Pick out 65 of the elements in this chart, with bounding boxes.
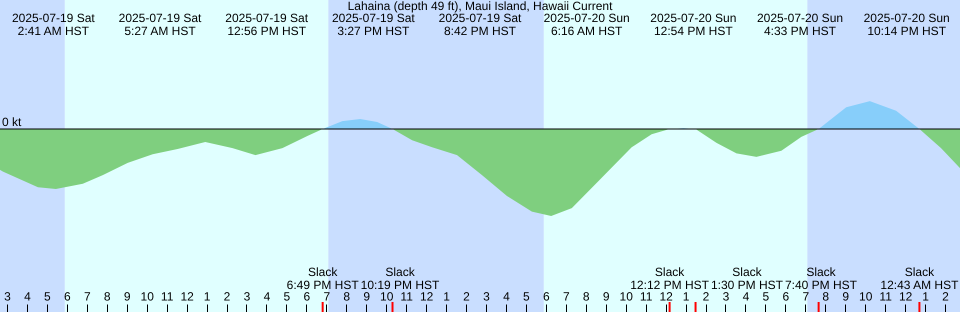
ref-line-label: Slack 1:30 PM HST bbox=[710, 265, 784, 292]
x-tick-label: 1 bbox=[204, 290, 211, 304]
x-tick-label: 1 bbox=[443, 290, 450, 304]
x-tick-label: 9 bbox=[363, 290, 370, 304]
x-tick-label: 4 bbox=[742, 290, 750, 304]
ref-line-label: 0 kt bbox=[2, 115, 22, 129]
x-tick-label: 12 bbox=[180, 290, 194, 304]
x-tick-label: 5 bbox=[762, 290, 770, 304]
x-tick-label: 7 bbox=[323, 290, 330, 304]
ref-line-label: Slack 10:19 PM HST bbox=[360, 265, 440, 292]
x-tick-label: 6 bbox=[64, 290, 72, 304]
ref-line-label: Slack 12:12 PM HST bbox=[630, 265, 710, 292]
x-tick-label: 8 bbox=[582, 290, 590, 304]
text: 2025-07-20 Sun 10:14 PM HST bbox=[864, 11, 950, 38]
x-tick-label: 2 bbox=[224, 290, 231, 304]
x-tick-label: 2 bbox=[942, 290, 950, 304]
x-tick-label: 8 bbox=[343, 290, 350, 304]
text: 2025-07-19 Sat 2:41 AM HST bbox=[12, 11, 96, 38]
x-tick-label: 3 bbox=[244, 290, 251, 304]
x-tick-label: 9 bbox=[602, 290, 610, 304]
x-tick-label: 4 bbox=[264, 290, 271, 304]
text: 2025-07-20 Sun 6:16 AM HST bbox=[544, 11, 630, 38]
x-tick-label: 1 bbox=[682, 290, 690, 304]
x-tick-label: 1 bbox=[922, 290, 930, 304]
x-tick-label: 11 bbox=[400, 290, 414, 304]
x-tick-label: 11 bbox=[160, 290, 174, 304]
x-tick-label: 10 bbox=[859, 290, 873, 304]
x-tick-label: 7 bbox=[84, 290, 91, 304]
x-tick-label: 8 bbox=[104, 290, 111, 304]
x-tick-label: 12 bbox=[420, 290, 434, 304]
x-tick-label: 11 bbox=[640, 290, 653, 304]
text: 2025-07-20 Sun 4:33 PM HST bbox=[756, 11, 844, 38]
text: 2025-07-19 Sat 8:42 PM HST bbox=[438, 11, 522, 38]
x-tick-label: 7 bbox=[802, 290, 810, 304]
text: 2025-07-20 Sun 12:54 PM HST bbox=[650, 11, 736, 38]
x-tick-label: 6 bbox=[782, 290, 790, 304]
x-tick-label: 11 bbox=[879, 290, 892, 304]
x-tick-label: 12 bbox=[659, 290, 674, 304]
x-tick-label: 10 bbox=[140, 290, 154, 304]
x-tick-label: 5 bbox=[284, 290, 291, 304]
x-tick-label: 4 bbox=[503, 290, 510, 304]
x-tick-label: 12 bbox=[898, 290, 913, 304]
text: 2025-07-19 Sat 5:27 AM HST bbox=[118, 11, 202, 38]
chart-title: Lahaina (depth 49 ft), Maui Island, Hawaii Current bbox=[348, 0, 614, 13]
x-tick-label: 5 bbox=[44, 290, 52, 304]
x-tick-label: 2 bbox=[702, 290, 710, 304]
x-tick-label: 8 bbox=[822, 290, 830, 304]
ref-line-label: Slack 6:49 PM HST bbox=[286, 265, 360, 292]
x-tick-label: 10 bbox=[380, 290, 394, 304]
x-tick-label: 9 bbox=[842, 290, 850, 304]
x-tick-label: 10 bbox=[620, 290, 634, 304]
x-tick-label: 2 bbox=[463, 290, 470, 304]
x-tick-label: 6 bbox=[543, 290, 550, 304]
x-tick-label: 3 bbox=[4, 290, 12, 304]
x-tick-label: 3 bbox=[722, 290, 730, 304]
ref-line-label: Slack 7:40 PM HST bbox=[784, 265, 858, 292]
x-tick-label: 7 bbox=[562, 290, 570, 304]
x-tick-label: 9 bbox=[124, 290, 131, 304]
x-tick-label: 4 bbox=[24, 290, 32, 304]
x-tick-label: 6 bbox=[304, 290, 311, 304]
text: 2025-07-19 Sat 3:27 PM HST bbox=[332, 11, 416, 38]
ref-line-label: Slack 12:43 AM HST bbox=[880, 265, 960, 292]
text: 2025-07-19 Sat 12:56 PM HST bbox=[225, 11, 309, 38]
x-tick-label: 3 bbox=[483, 290, 490, 304]
x-tick-label: 5 bbox=[523, 290, 530, 304]
